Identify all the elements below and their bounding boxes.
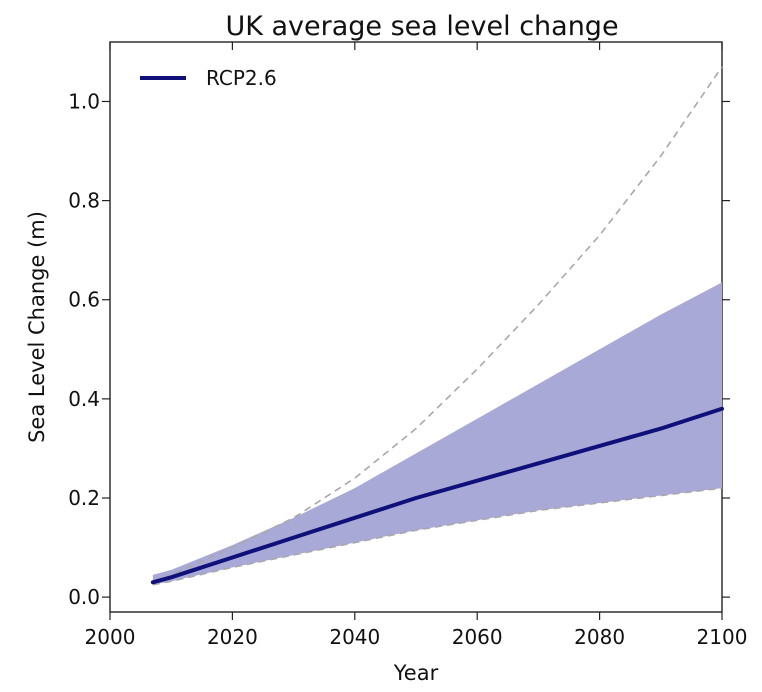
x-tick-label-2000: 2000	[85, 625, 136, 649]
uncertainty-band-layer	[152, 282, 723, 585]
legend: RCP2.6	[140, 66, 277, 90]
tick-layer: 2000 2020 2040 2060 2080 2100 0.0 0.2 0.4 0.6 0.8 1…	[68, 42, 747, 649]
x-axis-label: Year	[393, 661, 439, 685]
uncertainty-band	[152, 282, 723, 585]
x-tick-label-2060: 2060	[452, 625, 503, 649]
reference-line-0	[152, 66, 723, 584]
legend-label-rcp26: RCP2.6	[206, 66, 277, 90]
y-tick-label-3: 0.6	[68, 288, 100, 312]
y-tick-label-4: 0.8	[68, 189, 100, 213]
x-tick-label-2080: 2080	[574, 625, 625, 649]
reference-lines-layer	[152, 66, 723, 586]
y-tick-label-2: 0.4	[68, 387, 100, 411]
series-layer	[150, 406, 724, 585]
y-axis-label: Sea Level Change (m)	[25, 211, 49, 443]
reference-line-1	[152, 487, 723, 586]
y-tick-label-0: 0.0	[68, 585, 100, 609]
chart-title: UK average sea level change	[225, 11, 618, 42]
x-tick-label-2020: 2020	[207, 625, 258, 649]
x-tick-label-2100: 2100	[697, 625, 748, 649]
x-tick-label-2040: 2040	[329, 625, 380, 649]
y-tick-label-1: 0.2	[68, 486, 100, 510]
y-tick-label-5: 1.0	[68, 89, 100, 113]
series-line-rcp2-6	[150, 406, 724, 585]
